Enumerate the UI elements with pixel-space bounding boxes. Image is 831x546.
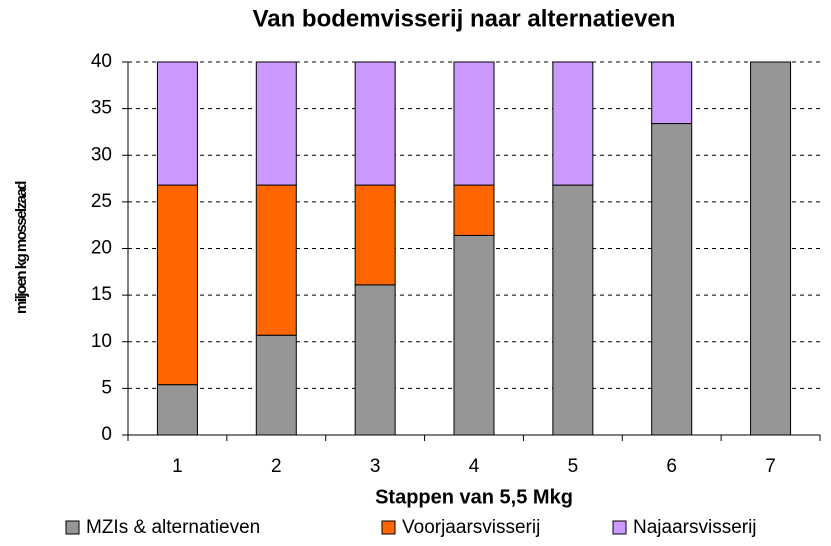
y-axis-label: miljoen kg mosselzaad xyxy=(13,181,30,314)
bar-segment xyxy=(354,61,396,186)
x-tick-label: 2 xyxy=(271,456,282,477)
bar-segment xyxy=(354,284,396,436)
y-tick-label: 15 xyxy=(91,284,112,305)
x-tick-label: 1 xyxy=(172,456,183,477)
y-tick-label: 5 xyxy=(101,377,112,398)
bar-segment xyxy=(354,184,396,286)
bar-segment xyxy=(552,61,594,186)
bar-segment xyxy=(156,384,198,436)
x-tick-label: 3 xyxy=(370,456,381,477)
legend-label: MZIs & alternatieven xyxy=(86,517,260,538)
y-tick-label: 20 xyxy=(91,238,112,259)
legend-label: Najaarsvisserij xyxy=(633,517,757,538)
x-tick-label: 6 xyxy=(666,456,677,477)
bar-segment xyxy=(750,61,792,436)
bar-segment xyxy=(453,61,495,186)
bar-segment xyxy=(255,61,297,186)
bar-segment xyxy=(255,334,297,436)
bar-segment xyxy=(156,61,198,186)
legend-label: Voorjaarsvisserij xyxy=(402,517,540,538)
legend-swatch xyxy=(381,520,396,535)
y-tick-label: 25 xyxy=(91,191,112,212)
x-tick-label: 7 xyxy=(765,456,776,477)
x-tick-label: 5 xyxy=(568,456,579,477)
bar-segment xyxy=(651,61,693,125)
x-tick-label: 4 xyxy=(469,456,480,477)
bar-segment xyxy=(156,184,198,386)
legend-swatch xyxy=(612,520,627,535)
chart-title: Van bodemvisserij naar alternatieven xyxy=(253,5,676,32)
y-tick-label: 10 xyxy=(91,331,112,352)
bar-segment xyxy=(453,234,495,436)
bar-segment xyxy=(453,184,495,236)
bar-segment xyxy=(255,184,297,336)
bar-segment xyxy=(552,184,594,436)
y-tick-label: 0 xyxy=(101,424,112,445)
y-tick-label: 30 xyxy=(91,144,112,165)
y-tick-label: 40 xyxy=(91,51,112,72)
legend-swatch xyxy=(65,520,80,535)
x-axis-label: Stappen van 5,5 Mkg xyxy=(375,486,573,508)
y-tick-label: 35 xyxy=(91,98,112,119)
bar-segment xyxy=(651,123,693,436)
